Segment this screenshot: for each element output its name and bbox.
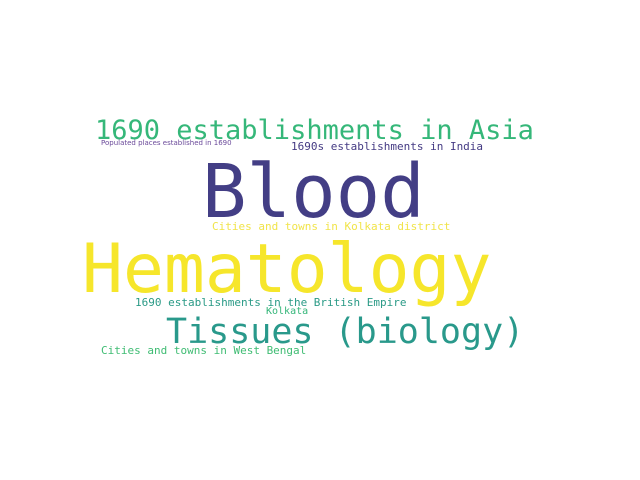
word-blood: Blood — [202, 149, 425, 235]
word-1690-establishments-in-the-british-empire: 1690 establishments in the British Empir… — [135, 296, 407, 309]
word-1690-establishments-in-asia: 1690 establishments in Asia — [95, 115, 534, 146]
word-kolkata: Kolkata — [266, 306, 309, 317]
word-1690s-establishments-in-india: 1690s establishments in India — [291, 140, 484, 153]
word-tissues-biology: Tissues (biology) — [166, 312, 525, 352]
word-cities-and-towns-in-west-bengal: Cities and towns in West Bengal — [101, 344, 307, 357]
word-cities-and-towns-in-kolkata-district: Cities and towns in Kolkata district — [212, 220, 451, 233]
word-hematology: Hematology — [82, 230, 492, 309]
word-populated-places-established-in-1690: Populated places established in 1690 — [101, 139, 232, 147]
